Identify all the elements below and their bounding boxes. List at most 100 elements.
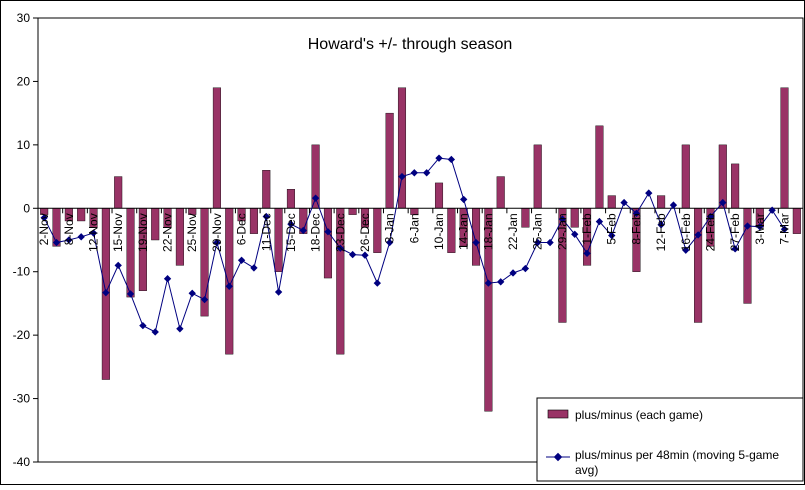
bar xyxy=(286,189,295,209)
bar xyxy=(274,208,283,272)
line-point xyxy=(250,264,258,272)
x-tick-label: 22-Nov xyxy=(161,213,175,252)
line-point xyxy=(348,250,357,259)
x-tick-label: 22-Jan xyxy=(506,213,520,250)
line-point xyxy=(694,231,702,239)
line-point xyxy=(114,261,122,270)
line-point xyxy=(558,215,567,223)
line-point xyxy=(719,198,727,207)
x-tick-label: 10-Jan xyxy=(432,213,446,250)
line-point xyxy=(65,236,73,244)
bar xyxy=(718,144,727,209)
line-point xyxy=(262,212,270,221)
x-tick-label: 5-Feb xyxy=(605,213,619,245)
legend-bar-swatch xyxy=(547,409,569,419)
line-point xyxy=(52,238,61,247)
x-tick-label: 7-Mar xyxy=(777,213,791,244)
x-axis: 2-Nov 8-Nov 12-Nov 15-Nov 19-Nov 22-Nov 25-Nov… xyxy=(37,208,804,252)
bar xyxy=(114,176,123,209)
x-tick-label: 15-Nov xyxy=(111,213,125,252)
bar xyxy=(570,208,579,228)
bar xyxy=(447,208,456,253)
bar xyxy=(521,208,530,228)
bar xyxy=(126,208,135,298)
line-point xyxy=(583,249,591,257)
legend-label-line: plus/minus per 48min (moving 5-game avg) xyxy=(575,448,782,477)
bar xyxy=(471,208,481,266)
x-tick-label: 1-Feb xyxy=(580,213,594,245)
x-tick-label: 8-Nov xyxy=(62,213,76,245)
line-point xyxy=(151,328,159,336)
bar xyxy=(595,125,604,209)
legend-label-bars: plus/minus (each game) xyxy=(575,408,703,422)
line-point xyxy=(176,325,184,333)
x-tick-label: 12-Feb xyxy=(654,213,668,251)
x-tick-label: 19-Nov xyxy=(136,213,150,252)
x-tick-label: 29-Jan xyxy=(555,213,569,250)
line-point xyxy=(274,288,283,296)
bar xyxy=(77,208,86,222)
bar xyxy=(175,208,184,266)
x-tick-label: 3-Mar xyxy=(753,213,767,244)
line-point xyxy=(237,256,246,264)
bar xyxy=(151,208,160,241)
x-tick-label: 12-Nov xyxy=(87,213,101,252)
y-tick-label: 20 xyxy=(17,74,31,88)
bar xyxy=(681,144,690,209)
x-tick-label: 23-Dec xyxy=(333,213,347,252)
line-series xyxy=(40,154,789,336)
x-tick-label: 29-Nov xyxy=(210,213,224,252)
chart-title: Howard's +/- through season xyxy=(308,36,513,53)
line-point xyxy=(139,321,147,330)
y-tick-label: 30 xyxy=(17,11,31,25)
x-tick-label: 2-Nov xyxy=(37,213,51,245)
line-point xyxy=(509,269,517,277)
x-tick-label: 6-Dec xyxy=(235,213,249,245)
bar xyxy=(607,195,616,209)
line-point xyxy=(780,225,789,233)
bar xyxy=(496,176,505,209)
bar xyxy=(780,87,789,209)
x-tick-label: 18-Dec xyxy=(309,213,323,252)
line-point xyxy=(89,229,98,237)
legend-box xyxy=(536,397,804,482)
x-tick-label: 3-Jan xyxy=(383,213,397,243)
line-point xyxy=(521,264,530,273)
y-tick-label: -30 xyxy=(13,392,31,406)
legend-line-marker xyxy=(553,452,563,462)
x-tick-label: 25-Nov xyxy=(185,213,199,252)
line-point xyxy=(213,238,221,247)
line-point xyxy=(620,198,628,207)
bar xyxy=(262,170,271,209)
bar xyxy=(323,208,332,279)
bar xyxy=(694,208,703,323)
bar xyxy=(731,163,740,209)
line-point xyxy=(743,222,752,230)
y-tick-label: -40 xyxy=(13,455,31,469)
line-point xyxy=(299,226,307,235)
x-tick-label: 25-Jan xyxy=(531,213,545,250)
line-point xyxy=(706,212,715,221)
line-point xyxy=(682,246,690,254)
y-tick-label: 10 xyxy=(17,138,31,152)
legend: plus/minus (each game) plus/minus per 48… xyxy=(536,397,804,482)
x-tick-label: 15-Dec xyxy=(284,213,298,252)
x-tick-label: 24-Feb xyxy=(703,213,717,251)
line-point xyxy=(669,201,678,209)
bar xyxy=(348,208,357,215)
line-point xyxy=(731,245,739,253)
line-point xyxy=(571,230,579,238)
x-tick-label: 8-Feb xyxy=(629,213,643,245)
plot-area xyxy=(37,17,804,463)
line-point xyxy=(200,295,209,304)
line-point xyxy=(361,251,369,259)
line-point xyxy=(595,217,604,226)
line-point xyxy=(632,209,641,218)
bar xyxy=(373,208,382,253)
line-point xyxy=(77,233,85,241)
x-tick-label: 16-Feb xyxy=(679,213,693,251)
x-tick-label: 26-Dec xyxy=(358,213,372,252)
x-tick-label: 18-Jan xyxy=(481,213,495,250)
